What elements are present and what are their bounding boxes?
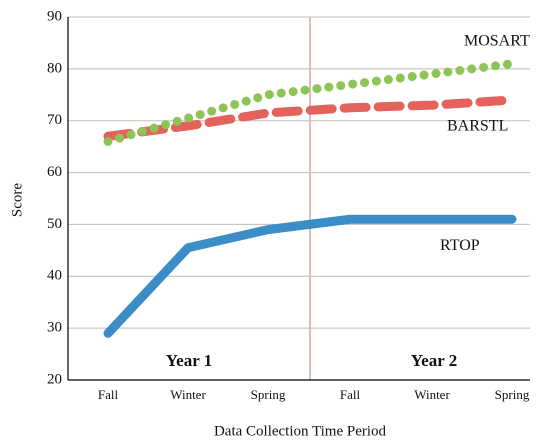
y-axis-title: Score xyxy=(9,183,25,217)
series-label: MOSART xyxy=(464,32,530,49)
x-tick-label: Spring xyxy=(495,387,530,402)
y-tick-label: 80 xyxy=(47,60,62,76)
y-tick-label: 60 xyxy=(47,164,62,180)
series-label: BARSTL xyxy=(447,118,508,135)
x-tick-label: Winter xyxy=(414,387,450,402)
y-tick-label: 20 xyxy=(47,371,62,387)
series-line xyxy=(103,95,517,141)
period-label: Year 2 xyxy=(411,351,457,370)
y-tick-label: 40 xyxy=(47,268,62,284)
x-tick-label: Winter xyxy=(170,387,206,402)
x-tick-label: Fall xyxy=(340,387,361,402)
x-tick-label: Spring xyxy=(251,387,286,402)
y-tick-label: 30 xyxy=(47,320,62,336)
series-line xyxy=(103,214,517,338)
period-label: Year 1 xyxy=(166,351,212,370)
y-tick-label: 70 xyxy=(47,112,62,128)
series-label: RTOP xyxy=(440,237,480,254)
y-tick-label: 50 xyxy=(47,216,62,232)
x-tick-label: Fall xyxy=(98,387,119,402)
x-axis-title: Data Collection Time Period xyxy=(214,423,387,439)
series-line xyxy=(103,59,517,146)
y-tick-label: 90 xyxy=(47,8,62,24)
